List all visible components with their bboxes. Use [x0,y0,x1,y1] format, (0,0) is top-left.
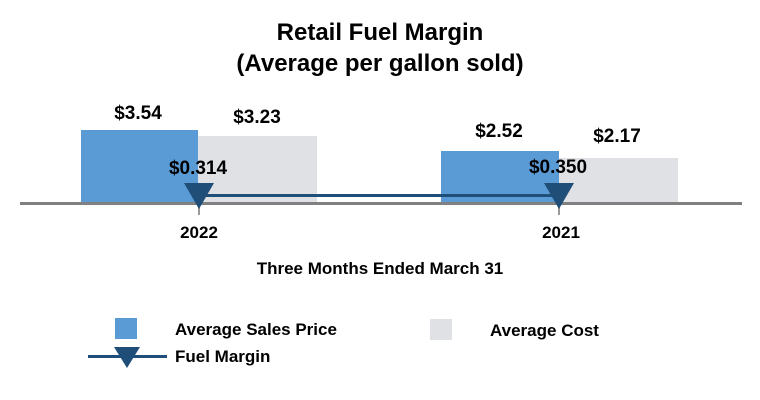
legend-label-average-cost: Average Cost [490,321,599,340]
legend-label-fuel-margin: Fuel Margin [175,347,271,366]
x-axis-line [20,202,742,205]
bar-average-sales-price-2021 [441,151,559,202]
bar-average-sales-price-2022 [81,130,198,202]
chart-title: Retail Fuel Margin (Average per gallon s… [0,17,760,79]
x-axis-tick-2021 [558,205,560,215]
chart-title-line2: (Average per gallon sold) [236,50,524,77]
bar-average-cost-2021 [559,158,678,202]
legend-label-average-sales-price: Average Sales Price [175,320,337,339]
data-label-cost-2022: $3.23 [233,107,281,128]
data-label-margin-2022: $0.314 [168,158,228,179]
data-label-cost-2021: $2.17 [593,126,641,147]
fuel-margin-marker-2021 [544,183,574,209]
data-label-sales-2021: $2.52 [475,121,523,142]
data-label-margin-2021: $0.350 [528,157,588,178]
legend-fuel-margin-marker-icon [114,347,140,368]
data-label-sales-2022: $3.54 [114,103,162,124]
category-label-2022: 2022 [180,223,218,242]
legend-swatch-average-sales-price [115,318,137,339]
chart-title-line1: Retail Fuel Margin [276,19,484,46]
bar-average-cost-2022 [198,136,317,202]
fuel-margin-line [200,194,559,197]
legend-swatch-average-cost [430,319,452,340]
x-axis-title: Three Months Ended March 31 [256,259,504,278]
x-axis-tick-2022 [198,205,200,215]
fuel-margin-marker-2022 [184,183,214,209]
category-label-2021: 2021 [542,223,580,242]
